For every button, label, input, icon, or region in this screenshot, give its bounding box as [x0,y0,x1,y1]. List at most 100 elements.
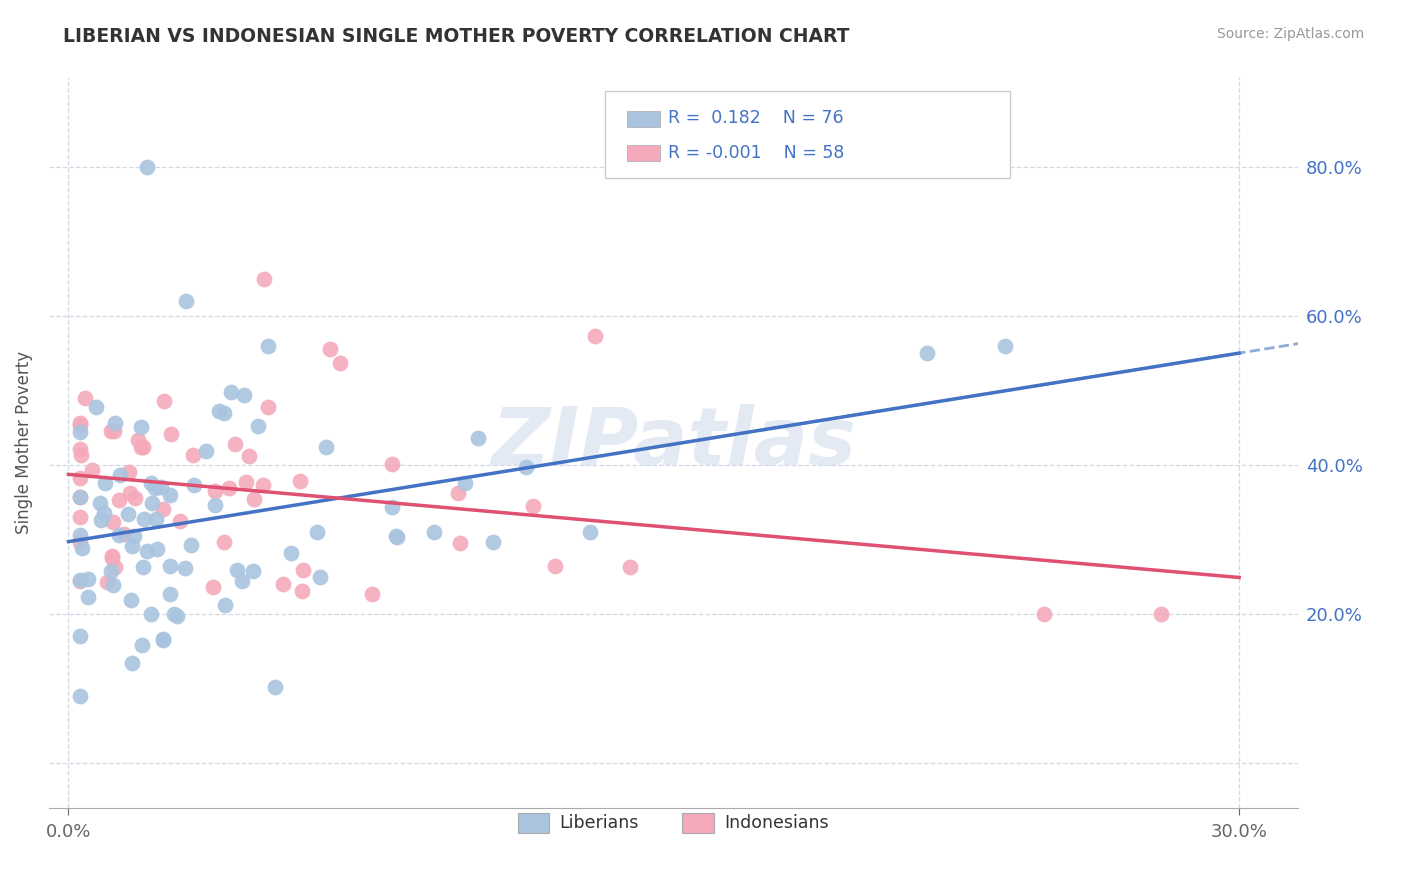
Point [134,512,156,526]
Point [103,425,125,439]
Point [132,440,155,454]
Point [101,578,124,592]
Point [423,524,446,539]
Point [90,514,112,528]
Point [243,491,266,506]
Point [288,474,311,488]
Point [381,457,404,471]
Point [218,481,240,495]
Point [159,587,181,601]
Point [94,476,117,491]
FancyBboxPatch shape [627,145,659,161]
Point [145,512,167,526]
Point [194,444,217,458]
Point [159,488,181,502]
Point [69,417,91,432]
Point [212,535,235,549]
Point [132,560,155,574]
FancyBboxPatch shape [627,111,659,128]
Point [233,387,256,401]
Point [69,491,91,505]
Point [122,529,145,543]
Point [238,450,260,464]
Text: R =  0.182    N = 76: R = 0.182 N = 76 [668,110,844,128]
Point [583,329,606,343]
Point [149,479,172,493]
Point [76,572,98,586]
Point [212,406,235,420]
Point [242,564,264,578]
Point [482,535,505,549]
Point [280,546,302,560]
Point [305,524,328,539]
Point [224,437,246,451]
Point [104,416,127,430]
Point [112,527,135,541]
Point [183,478,205,492]
Point [124,491,146,505]
Point [108,493,131,508]
Point [108,528,131,542]
Point [100,565,122,579]
Y-axis label: Single Mother Poverty: Single Mother Poverty [15,351,32,534]
Point [1150,607,1173,622]
Point [159,427,181,442]
Point [153,394,176,409]
Text: Source: ZipAtlas.com: Source: ZipAtlas.com [1216,27,1364,41]
Text: LIBERIAN VS INDONESIAN SINGLE MOTHER POVERTY CORRELATION CHART: LIBERIAN VS INDONESIAN SINGLE MOTHER POV… [63,27,849,45]
Point [204,483,226,498]
Point [69,527,91,541]
Point [994,339,1017,353]
Point [1033,607,1056,622]
Point [70,541,93,555]
Point [139,607,162,621]
Point [101,550,124,565]
Point [319,343,342,357]
Point [915,346,938,360]
Point [118,485,141,500]
Point [152,632,174,646]
Point [166,609,188,624]
Point [264,681,287,695]
Point [101,515,124,529]
Point [292,563,315,577]
Point [329,356,352,370]
Point [69,425,91,439]
Point [152,632,174,647]
Text: R = -0.001    N = 58: R = -0.001 N = 58 [668,144,845,161]
Point [247,419,270,434]
Text: ZIPatlas: ZIPatlas [491,404,856,482]
Point [208,404,231,418]
Point [139,475,162,490]
Point [121,656,143,670]
Point [101,549,124,564]
Point [117,508,139,522]
Point [271,577,294,591]
Point [291,583,314,598]
Point [226,563,249,577]
Point [143,481,166,495]
Point [214,599,236,613]
Point [202,581,225,595]
Point [619,560,641,574]
Point [252,477,274,491]
Point [69,442,91,456]
Point [146,541,169,556]
Point [578,525,600,540]
Point [96,574,118,589]
FancyBboxPatch shape [605,91,1011,178]
Point [181,448,204,462]
Point [117,465,139,479]
Point [120,593,142,607]
Point [80,463,103,477]
Point [69,471,91,485]
Point [152,501,174,516]
Point [93,507,115,521]
Point [136,544,159,558]
Point [135,160,157,174]
Point [361,587,384,601]
Point [69,629,91,643]
Point [309,570,332,584]
Point [159,558,181,573]
Point [89,496,111,510]
